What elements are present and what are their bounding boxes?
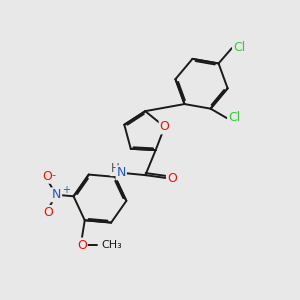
Text: O: O — [160, 120, 170, 133]
Text: O: O — [43, 206, 53, 219]
Text: H: H — [111, 162, 120, 175]
Text: -: - — [52, 170, 56, 180]
Text: O: O — [77, 238, 87, 251]
Text: N: N — [116, 166, 126, 179]
Text: CH₃: CH₃ — [101, 240, 122, 250]
Text: +: + — [62, 184, 70, 194]
Text: N: N — [52, 188, 61, 201]
Text: O: O — [42, 170, 52, 183]
Text: Cl: Cl — [228, 111, 240, 124]
Text: Cl: Cl — [233, 41, 245, 54]
Text: O: O — [167, 172, 177, 184]
